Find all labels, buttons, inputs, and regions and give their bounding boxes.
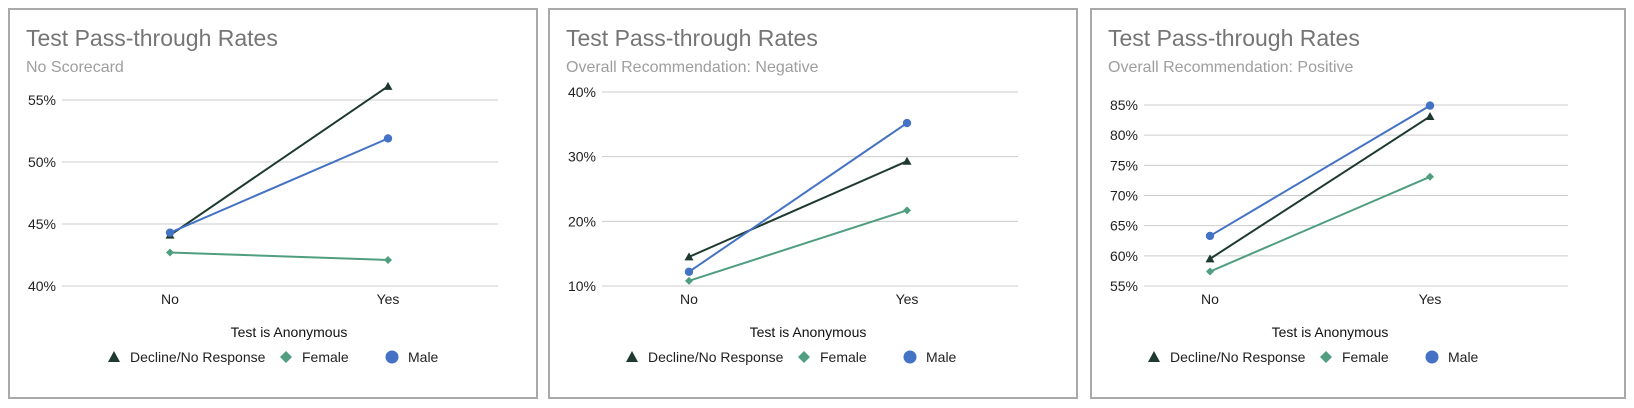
y-tick-label: 50% xyxy=(28,154,56,170)
y-tick-label: 55% xyxy=(1110,278,1138,294)
data-point-circle xyxy=(1205,231,1215,241)
legend-circle-icon xyxy=(903,350,917,364)
data-point-diamond xyxy=(903,206,911,215)
data-point-triangle xyxy=(1425,111,1435,120)
y-tick-label: 70% xyxy=(1110,188,1138,204)
chart-subtitle: No Scorecard xyxy=(26,59,124,76)
chart-svg: Test Pass-through Rates Overall Recommend… xyxy=(1108,25,1568,365)
y-tick-label: 30% xyxy=(568,149,596,165)
data-point-diamond xyxy=(1426,172,1434,181)
x-axis-label: Test is Anonymous xyxy=(231,324,348,340)
legend-label: Male xyxy=(926,349,957,365)
y-tick-label: 40% xyxy=(28,278,56,294)
legend-diamond-icon xyxy=(798,351,810,363)
chart-panel-positive: Test Pass-through Rates Overall Recommend… xyxy=(1090,8,1626,399)
legend-label: Male xyxy=(1448,349,1479,365)
x-tick-label: Yes xyxy=(896,291,919,307)
data-point-circle xyxy=(1425,101,1435,110)
y-tick-label: 20% xyxy=(568,213,596,229)
data-point-triangle xyxy=(902,156,912,165)
series-line-female xyxy=(688,209,908,282)
legend-label: Female xyxy=(1342,349,1389,365)
legend-label: Decline/No Response xyxy=(130,349,266,365)
series-line-male xyxy=(1209,104,1431,237)
data-point-diamond xyxy=(685,276,693,285)
chart-subtitle: Overall Recommendation: Negative xyxy=(566,59,819,76)
series-line-decline-no-response xyxy=(169,85,389,236)
chart-subtitle: Overall Recommendation: Positive xyxy=(1108,59,1354,76)
legend-circle-icon xyxy=(385,350,399,364)
x-tick-label: Yes xyxy=(1419,291,1442,307)
series-line-decline-no-response xyxy=(1209,115,1431,260)
chart-panel-no-scorecard: Test Pass-through Rates No Scorecard 40% 45… xyxy=(8,8,538,399)
series-line-decline-no-response xyxy=(688,160,908,258)
chart-svg: Test Pass-through Rates No Scorecard 40% 45… xyxy=(26,25,498,365)
chart-title: Test Pass-through Rates xyxy=(26,25,278,51)
x-tick-label: No xyxy=(161,291,179,307)
data-point-diamond xyxy=(166,248,174,257)
x-tick-label: No xyxy=(680,291,698,307)
x-axis-label: Test is Anonymous xyxy=(750,324,867,340)
y-tick-label: 45% xyxy=(28,216,56,232)
chart-title: Test Pass-through Rates xyxy=(1108,25,1360,51)
data-point-circle xyxy=(902,118,912,128)
y-tick-label: 40% xyxy=(568,84,596,100)
data-point-diamond xyxy=(384,255,392,264)
legend-diamond-icon xyxy=(280,351,292,363)
series-line-female xyxy=(169,251,389,261)
legend-label: Decline/No Response xyxy=(648,349,784,365)
y-tick-label: 55% xyxy=(28,92,56,108)
data-point-circle xyxy=(383,134,393,143)
legend-label: Male xyxy=(408,349,439,365)
data-point-triangle xyxy=(684,252,694,261)
data-point-diamond xyxy=(1206,267,1214,276)
series-line-male xyxy=(688,122,908,273)
series-line-female xyxy=(1209,175,1431,273)
data-point-circle xyxy=(165,228,175,237)
y-tick-label: 60% xyxy=(1110,248,1138,264)
legend-triangle-icon xyxy=(1148,351,1160,362)
chart-title: Test Pass-through Rates xyxy=(566,25,818,51)
x-axis-label: Test is Anonymous xyxy=(1272,324,1389,340)
y-tick-label: 75% xyxy=(1110,157,1138,173)
legend-circle-icon xyxy=(1425,350,1439,364)
legend-label: Decline/No Response xyxy=(1170,349,1306,365)
y-tick-label: 65% xyxy=(1110,218,1138,234)
y-tick-label: 80% xyxy=(1110,127,1138,143)
x-tick-label: Yes xyxy=(377,291,400,307)
x-tick-label: No xyxy=(1201,291,1219,307)
data-point-circle xyxy=(684,267,694,276)
data-point-triangle xyxy=(1205,254,1215,263)
y-tick-label: 10% xyxy=(568,278,596,294)
legend-label: Female xyxy=(820,349,867,365)
data-point-triangle xyxy=(383,81,393,90)
series-line-male xyxy=(169,137,389,234)
legend-label: Female xyxy=(302,349,349,365)
chart-panel-negative: Test Pass-through Rates Overall Recommend… xyxy=(548,8,1078,399)
chart-svg: Test Pass-through Rates Overall Recommend… xyxy=(566,25,1018,365)
legend-diamond-icon xyxy=(1320,351,1332,363)
legend-triangle-icon xyxy=(626,351,638,362)
legend-triangle-icon xyxy=(108,351,120,362)
y-tick-label: 85% xyxy=(1110,97,1138,113)
